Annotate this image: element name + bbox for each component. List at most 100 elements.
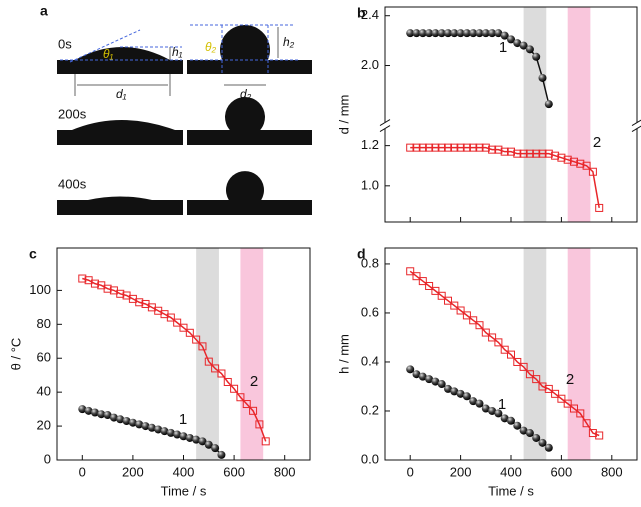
point bbox=[576, 159, 585, 168]
point bbox=[406, 143, 415, 152]
point bbox=[532, 52, 541, 61]
point bbox=[462, 143, 471, 152]
point bbox=[255, 420, 264, 429]
point bbox=[507, 416, 515, 425]
point bbox=[462, 29, 471, 38]
point bbox=[519, 149, 528, 158]
point bbox=[513, 357, 522, 366]
point bbox=[185, 328, 194, 337]
x-axis-label: Time / s bbox=[161, 483, 207, 498]
guide-lines bbox=[60, 24, 300, 75]
point bbox=[425, 143, 434, 152]
point bbox=[570, 404, 578, 413]
panel-a: a 0s 200s 400s θ₁ h₁ d₁ θ₂ h₂ d₂ bbox=[40, 3, 312, 215]
x-tick-label: 0 bbox=[407, 464, 414, 479]
point bbox=[500, 345, 509, 354]
point bbox=[204, 440, 213, 449]
point bbox=[84, 406, 93, 415]
point bbox=[507, 35, 515, 44]
point bbox=[450, 29, 459, 38]
y-tick-label: 1.0 bbox=[361, 177, 379, 192]
time-label: 400s bbox=[58, 176, 87, 191]
point bbox=[135, 298, 144, 307]
point bbox=[513, 149, 522, 158]
annotation: 1 bbox=[179, 411, 187, 428]
time-label: 200s bbox=[58, 106, 87, 121]
axis-break-mark bbox=[379, 125, 391, 132]
point bbox=[406, 365, 415, 374]
point bbox=[475, 399, 484, 408]
y-tick-label: 0 bbox=[44, 451, 51, 466]
point bbox=[122, 416, 131, 425]
point bbox=[242, 400, 251, 409]
point bbox=[532, 149, 541, 158]
point bbox=[217, 450, 226, 459]
point bbox=[538, 149, 547, 158]
point bbox=[154, 425, 163, 434]
droplet-images bbox=[57, 24, 312, 215]
point bbox=[595, 431, 604, 440]
point bbox=[116, 415, 125, 424]
h1: h₁ bbox=[172, 45, 183, 59]
axis-break-mark bbox=[379, 119, 391, 126]
point bbox=[481, 29, 490, 38]
y-tick-label: 0.2 bbox=[361, 402, 379, 417]
axis-break-gap bbox=[382, 122, 388, 129]
y-tick-label: 60 bbox=[37, 350, 51, 365]
panel-label: b bbox=[357, 5, 366, 21]
x-tick-label: 200 bbox=[122, 464, 144, 479]
y-tick-label: 0.6 bbox=[361, 304, 379, 319]
point bbox=[179, 323, 188, 332]
x-tick-label: 0 bbox=[79, 464, 86, 479]
point bbox=[116, 289, 125, 298]
point bbox=[595, 203, 604, 212]
y-axis-label: h / mm bbox=[336, 334, 351, 374]
point bbox=[211, 444, 220, 453]
point bbox=[519, 362, 528, 371]
point bbox=[192, 335, 201, 344]
point bbox=[494, 409, 503, 418]
point bbox=[103, 411, 112, 420]
x-tick-label: 600 bbox=[551, 464, 573, 479]
y-axis-label: d / mm bbox=[336, 95, 351, 135]
point bbox=[437, 29, 446, 38]
point bbox=[494, 338, 503, 347]
point bbox=[418, 277, 427, 286]
x-tick-label: 800 bbox=[274, 464, 296, 479]
point bbox=[166, 428, 175, 437]
annotation: 2 bbox=[566, 371, 574, 388]
point bbox=[469, 143, 478, 152]
point bbox=[90, 279, 99, 288]
point bbox=[425, 281, 434, 290]
y-tick-label: 0.4 bbox=[361, 353, 379, 368]
x-tick-label: 800 bbox=[601, 464, 623, 479]
panel-label: c bbox=[29, 246, 37, 262]
point bbox=[230, 384, 239, 393]
point bbox=[109, 413, 118, 422]
point bbox=[78, 274, 87, 283]
point bbox=[147, 423, 156, 432]
point bbox=[90, 408, 99, 417]
point bbox=[179, 432, 188, 441]
point bbox=[437, 143, 446, 152]
shaded-region bbox=[196, 248, 219, 460]
point bbox=[236, 393, 245, 402]
point bbox=[217, 369, 226, 378]
d1: d₁ bbox=[116, 87, 127, 101]
y-tick-label: 0.8 bbox=[361, 255, 379, 270]
point bbox=[249, 406, 258, 415]
series-line bbox=[409, 270, 600, 437]
point bbox=[412, 29, 421, 38]
point bbox=[469, 397, 478, 406]
point bbox=[444, 29, 452, 38]
point bbox=[563, 155, 572, 164]
point bbox=[412, 143, 421, 152]
h2: h₂ bbox=[283, 35, 295, 49]
point bbox=[494, 145, 503, 154]
panel-label: a bbox=[40, 3, 48, 19]
point bbox=[261, 437, 270, 446]
point bbox=[450, 387, 459, 396]
point bbox=[412, 370, 421, 379]
point bbox=[166, 313, 175, 322]
